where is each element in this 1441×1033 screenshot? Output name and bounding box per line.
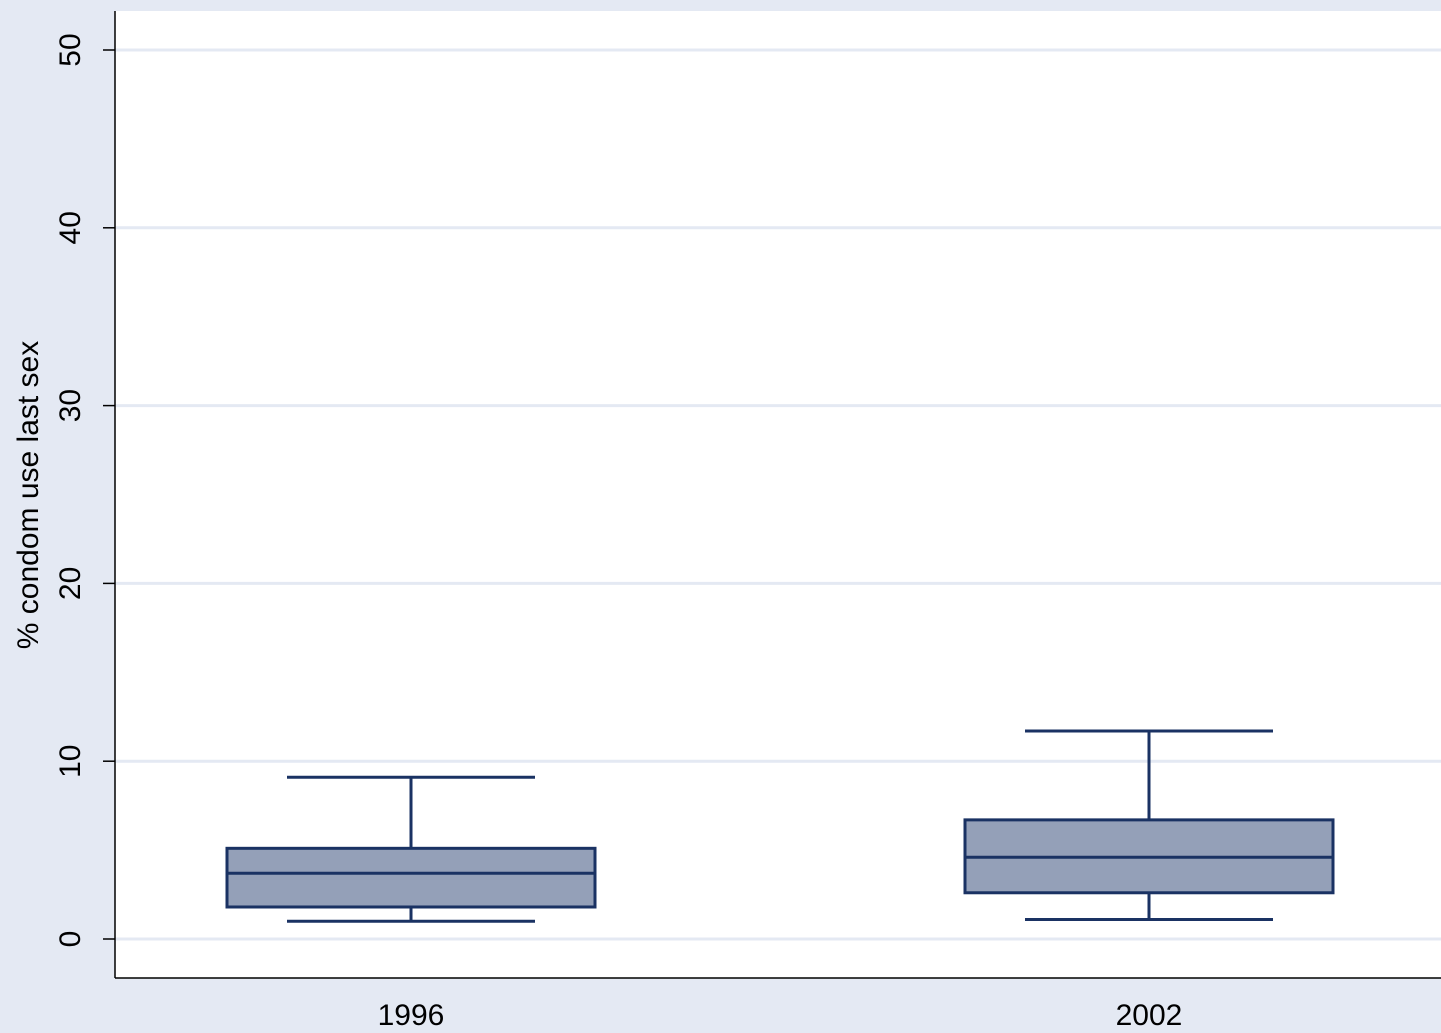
y-tick-label-50: 50 bbox=[54, 33, 87, 66]
y-axis-title: % condom use last sex bbox=[12, 341, 45, 649]
x-tick-label-2002: 2002 bbox=[1116, 999, 1183, 1032]
iqr-box-1996 bbox=[225, 846, 597, 909]
y-tick-label-10: 10 bbox=[54, 745, 87, 778]
gridlines bbox=[115, 48, 1441, 941]
y-tick-label-30: 30 bbox=[54, 389, 87, 422]
plot-area bbox=[115, 11, 1441, 978]
box-1996 bbox=[225, 775, 597, 923]
y-tick-label-20: 20 bbox=[54, 567, 87, 600]
axes bbox=[114, 11, 1441, 979]
x-tick-label-1996: 1996 bbox=[378, 999, 445, 1032]
x-ticks: 1996 2002 bbox=[378, 999, 1183, 1032]
box-2002 bbox=[963, 729, 1335, 921]
boxes bbox=[225, 729, 1335, 923]
y-tick-label-40: 40 bbox=[54, 211, 87, 244]
y-tick-label-0: 0 bbox=[54, 931, 87, 948]
y-ticks: 0 10 20 30 40 50 bbox=[54, 33, 115, 947]
